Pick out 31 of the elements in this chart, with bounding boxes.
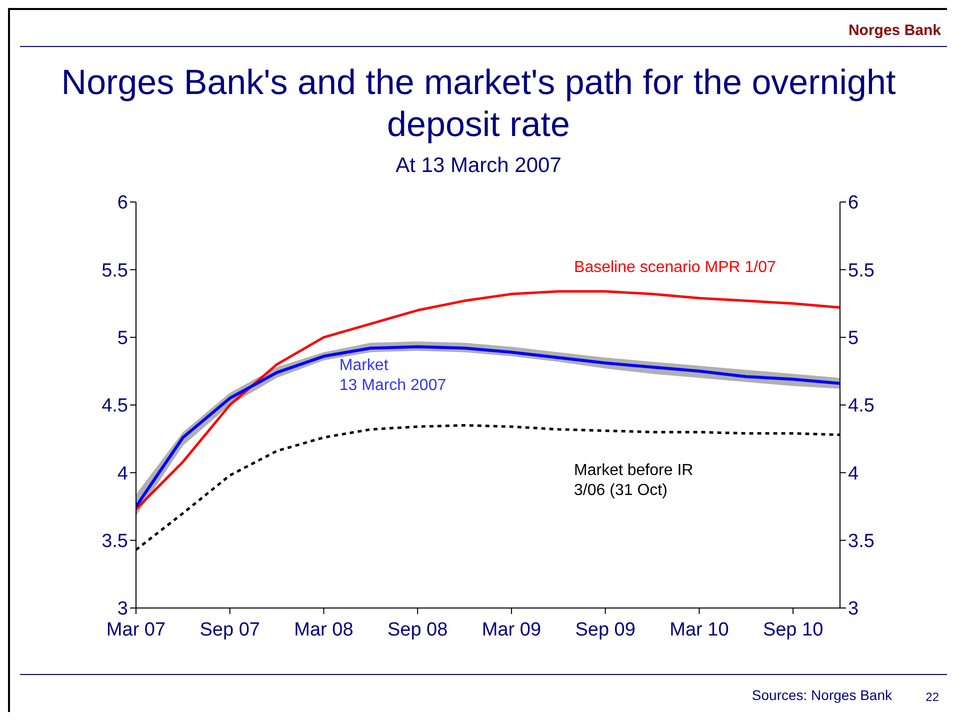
x-tick-label: Sep 08	[387, 619, 448, 640]
chart-title: Norges Bank's and the market's path for the overnight deposit rate	[60, 62, 897, 146]
x-tick-label: Sep 10	[762, 619, 824, 640]
x-tick-label: Mar 07	[106, 619, 166, 640]
y-tick-label: 5	[117, 328, 128, 350]
y2-tick-label: 6	[848, 192, 859, 214]
x-tick-label: Mar 10	[670, 619, 729, 640]
y2-tick-label: 3	[848, 598, 859, 620]
y-tick-label: 6	[117, 192, 128, 214]
series-label: Market before IR 3/06 (31 Oct)	[574, 460, 694, 501]
x-tick-label: Mar 08	[294, 619, 354, 640]
series-label: Market 13 March 2007	[339, 356, 446, 396]
series-label: Baseline scenario MPR 1/07	[574, 258, 776, 278]
y-tick-label: 4	[117, 463, 128, 484]
source-note: Sources: Norges Bank	[752, 687, 892, 703]
y2-tick-label: 4	[848, 463, 859, 484]
chart-subtitle: At 13 March 2007	[394, 154, 562, 178]
y-tick-label: 5.5	[102, 260, 128, 282]
text: Norges Bank	[848, 22, 941, 39]
y2-tick-label: 4.5	[848, 396, 874, 417]
x-tick-label: Sep 07	[200, 619, 260, 640]
y2-tick-label: 5	[848, 328, 859, 350]
y-tick-label: 4.5	[102, 396, 128, 417]
x-tick-label: Sep 09	[575, 619, 636, 640]
y-tick-label: 3.5	[102, 531, 128, 552]
x-tick-label: Mar 09	[482, 619, 542, 640]
y2-tick-label: 3.5	[848, 531, 874, 552]
y-tick-label: 3	[117, 598, 128, 620]
text: 22	[926, 690, 939, 704]
line-series	[136, 290, 840, 510]
y2-tick-label: 5.5	[848, 260, 874, 282]
